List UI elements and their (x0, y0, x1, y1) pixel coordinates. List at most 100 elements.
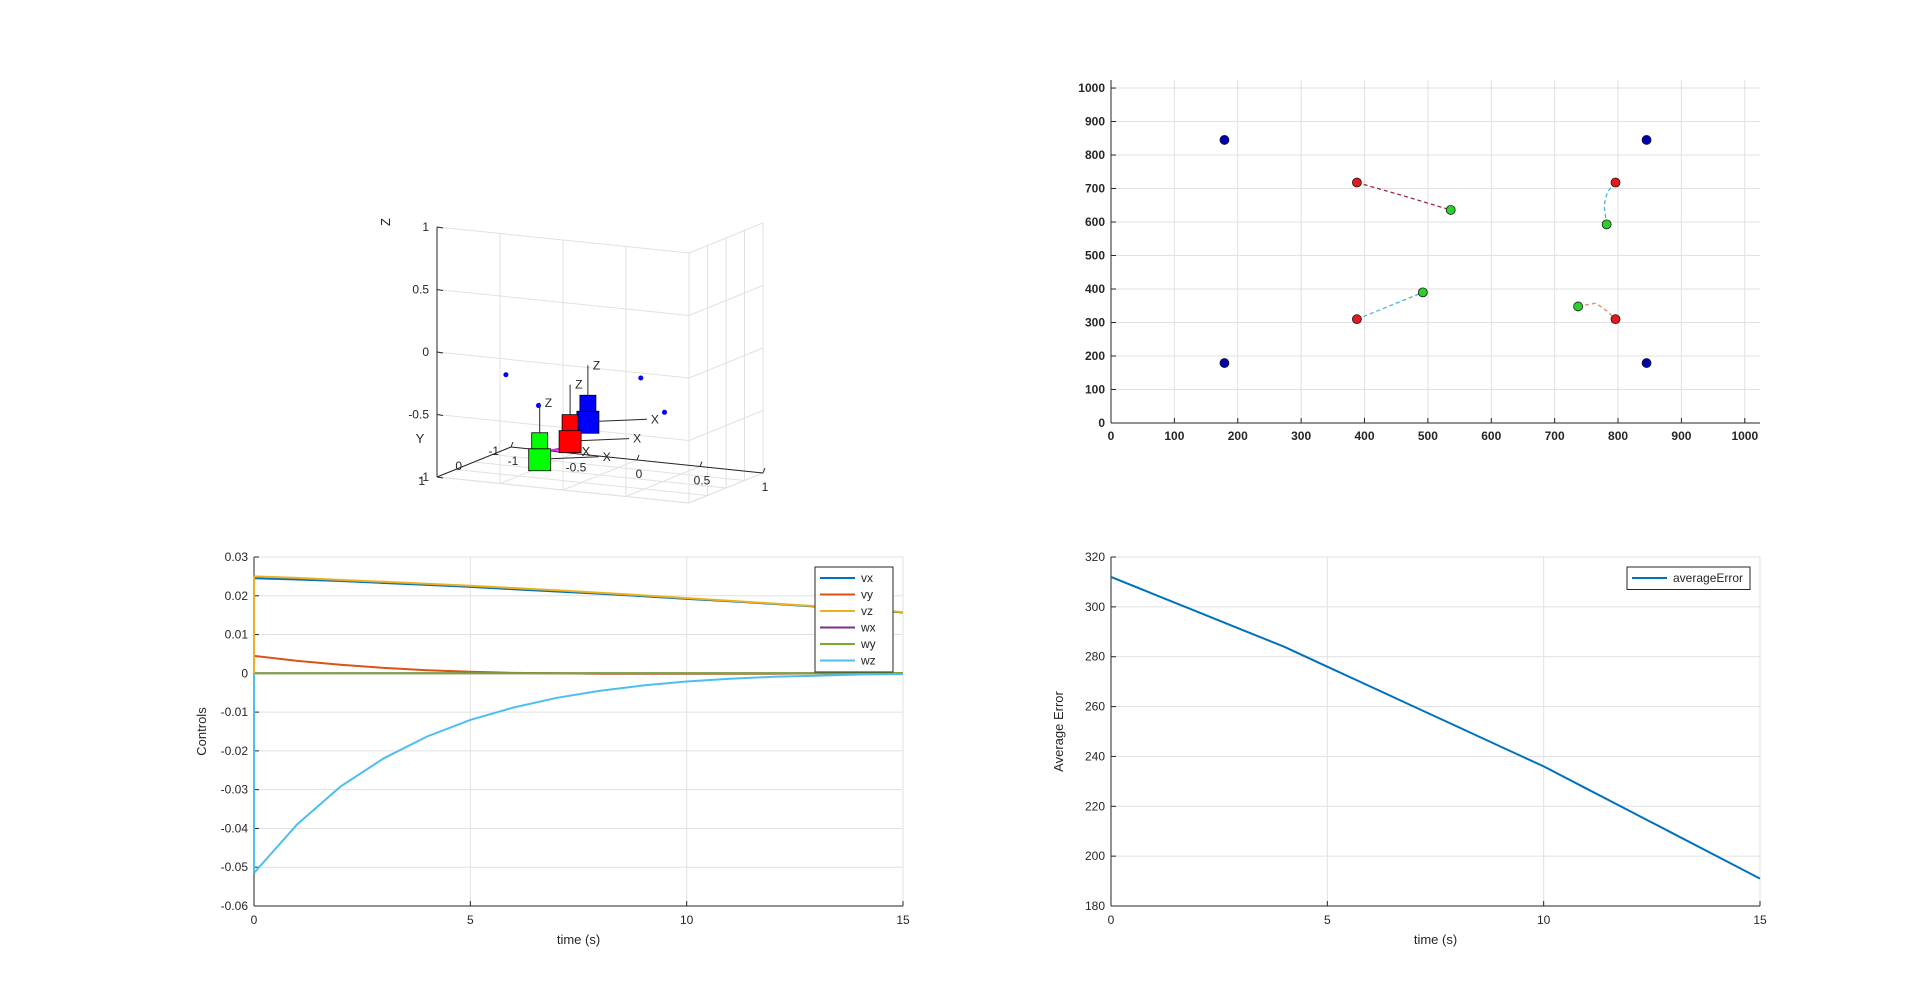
point-red (1352, 314, 1362, 325)
side-wall-grid (688, 347, 764, 379)
feature-trajectory (1603, 182, 1616, 225)
point-green (1601, 219, 1612, 230)
x-tick-label: 10 (680, 913, 694, 927)
y-tick-label: 400 (1085, 282, 1105, 296)
side-wall-grid (688, 285, 764, 316)
y-axis-label: Controls (194, 707, 209, 756)
legend-box (1626, 566, 1751, 590)
series-line-vz (253, 575, 904, 614)
point-red (1610, 314, 1621, 325)
y-tick-label: 800 (1085, 148, 1105, 162)
y-tick-label: 300 (1085, 316, 1105, 330)
z-tick-label: 1 (422, 220, 429, 234)
z-tick-label: 0.5 (412, 283, 429, 297)
y-tick-label: -0.05 (221, 860, 249, 874)
feature-point (662, 409, 667, 415)
y-axis (436, 446, 512, 478)
x-tick-label: 1 (762, 480, 769, 494)
x-tick-mark (762, 467, 766, 474)
point-blue (1219, 358, 1230, 368)
x-tick-label: 1000 (1731, 429, 1758, 443)
x-tick-mark (636, 454, 640, 461)
z-tick-mark (436, 226, 444, 229)
y-tick-label: 900 (1085, 115, 1105, 129)
camera-body (576, 410, 600, 434)
y-tick-label: 200 (1085, 349, 1105, 363)
feature-trajectory (1577, 302, 1616, 320)
z-tick-mark (436, 414, 444, 416)
legend-label-wy: wy (860, 637, 876, 651)
feature-point (503, 372, 509, 378)
y-axis-label: Average Error (1051, 690, 1066, 771)
x-tick-label: 5 (467, 913, 474, 927)
y-tick-label: 0 (455, 459, 462, 473)
legend-label-vy: vy (861, 588, 873, 602)
camera-x-label: X (651, 412, 659, 426)
camera-body (528, 448, 552, 472)
series-line-vy (253, 654, 903, 675)
x-tick-label: 5 (1324, 913, 1331, 927)
x-axis-label: time (s) (557, 932, 600, 947)
y-axis-label: Y (416, 431, 425, 446)
floor-grid (455, 469, 708, 496)
series-line-wz (253, 673, 904, 874)
z-axis-label: Z (378, 218, 393, 226)
camera-frame: XZ (558, 378, 641, 454)
series-line-averageError (1110, 575, 1761, 880)
x-tick-label: 800 (1608, 429, 1628, 443)
point-green (1445, 205, 1456, 215)
x-tick-label: 400 (1355, 429, 1375, 443)
y-tick-label: 0.02 (225, 589, 249, 603)
legend-label-vz: vz (861, 604, 873, 618)
x-tick-label: 900 (1671, 429, 1691, 443)
floor-grid (436, 476, 690, 504)
x-tick-label: 10 (1537, 913, 1551, 927)
average-error-plot: 0 5 10 15 180 200 220 240 260 280 300 320 time (s) Av… (1051, 550, 1767, 947)
y-tick-label: 1 (418, 474, 425, 488)
y-tick-label: -0.04 (221, 821, 249, 835)
camera-z-label: Z (593, 358, 600, 372)
y-tick-label: 700 (1085, 182, 1105, 196)
y-tick-label: 500 (1085, 249, 1105, 263)
x-axis-label: time (s) (1414, 932, 1457, 947)
point-red (1610, 177, 1621, 188)
y-tick-label: 280 (1085, 650, 1105, 664)
x-tick-label: 0 (1108, 429, 1115, 443)
feature-trajectory (1356, 291, 1424, 320)
camera-x-label: X (633, 432, 641, 446)
x-tick-label: 100 (1164, 429, 1184, 443)
legend-label-wx: wx (860, 621, 876, 635)
z-tick-mark (436, 476, 444, 479)
feature-point (638, 375, 644, 381)
camera-x-axis (598, 418, 647, 422)
z-tick-mark (436, 289, 444, 291)
point-green (1417, 287, 1428, 298)
x-tick-label: 0 (1108, 913, 1115, 927)
back-wall-grid (436, 289, 690, 316)
image-plane-plot: 0 100 200 300 400 500 600 700 800 900 1000 0 100 200 3… (1078, 80, 1760, 443)
x-tick-label: 600 (1481, 429, 1501, 443)
z-tick-label: -1 (418, 470, 429, 484)
z-tick-label: -0.5 (408, 408, 429, 422)
y-tick-label: 320 (1085, 550, 1105, 564)
y-tick-label: 0.01 (225, 628, 249, 642)
point-blue (1219, 135, 1230, 145)
x-tick-mark (510, 441, 514, 448)
y-tick-label: 0 (241, 666, 248, 680)
y-tick-label: 100 (1085, 383, 1105, 397)
legend: averageError (1626, 566, 1751, 590)
camera-lens (561, 414, 579, 432)
legend: vx vy vz wx wy wz (814, 566, 894, 673)
feature-trajectory (1356, 181, 1451, 211)
y-tick-label: 200 (1085, 849, 1105, 863)
y-tick-label: -0.03 (221, 783, 249, 797)
y-tick-label: 0.03 (225, 550, 249, 564)
x-tick-label: 0 (636, 467, 643, 481)
x-tick-label: -1 (508, 454, 519, 468)
camera-lens (531, 432, 549, 450)
legend-label-wz: wz (860, 654, 876, 668)
feature-point (536, 403, 541, 409)
y-tick-label: 0 (1098, 416, 1105, 430)
y-tick-label: 220 (1085, 799, 1105, 813)
